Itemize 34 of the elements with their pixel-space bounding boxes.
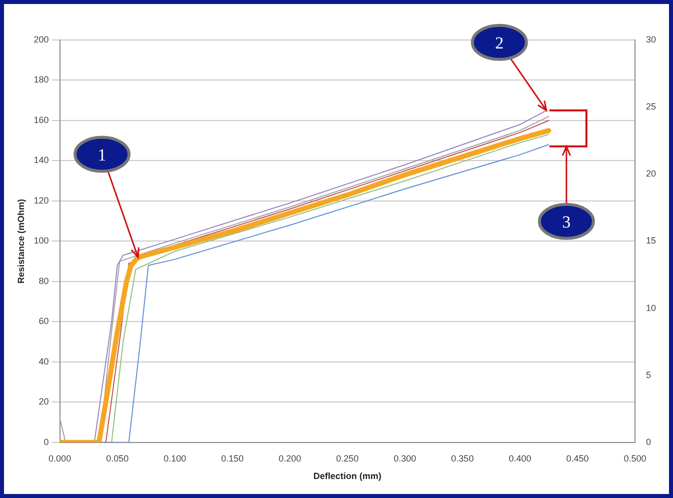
y-tick-label: 20 — [38, 396, 49, 407]
y2-tick-label: 30 — [646, 34, 656, 44]
x-tick-label: 0.250 — [336, 453, 359, 464]
y-tick-label: 40 — [38, 356, 49, 366]
y-tick-label: 180 — [34, 74, 49, 85]
y2-tick-label: 20 — [646, 168, 656, 179]
x-tick-label: 0.200 — [278, 453, 302, 464]
y2-tick-label: 0 — [646, 436, 652, 447]
y-tick-label: 80 — [38, 276, 49, 286]
x-tick-label: 0.450 — [566, 453, 589, 464]
x-tick-label: 0.350 — [451, 453, 474, 464]
y-tick-label: 0 — [44, 436, 49, 447]
y2-tick-label: 5 — [646, 370, 652, 380]
annotation: 1 — [98, 145, 106, 164]
annotation: 3 — [562, 212, 571, 232]
x-axis-title: Deflection (mm) — [313, 471, 382, 482]
y-axis-title: Resistance (mOhm) — [16, 198, 26, 284]
x-tick-label: 0.050 — [106, 453, 129, 464]
x-tick-label: 0.400 — [508, 453, 532, 464]
x-tick-label: 0.100 — [164, 453, 186, 464]
x-tick-label: 0.150 — [221, 453, 244, 464]
y2-tick-label: 15 — [646, 236, 656, 246]
y-tick-label: 140 — [34, 155, 49, 166]
x-tick-label: 0.500 — [624, 453, 646, 464]
y-tick-label: 200 — [34, 34, 49, 44]
y2-tick-label: 10 — [646, 302, 656, 313]
x-tick-label: 0.000 — [48, 453, 72, 464]
y2-tick-label: 25 — [646, 102, 656, 112]
y-tick-label: 160 — [34, 114, 49, 125]
x-tick-label: 0.300 — [394, 453, 416, 464]
annotation: 2 — [495, 33, 504, 52]
y-tick-label: 60 — [38, 316, 49, 326]
y-tick-label: 120 — [34, 195, 49, 206]
y-tick-label: 100 — [34, 236, 49, 246]
